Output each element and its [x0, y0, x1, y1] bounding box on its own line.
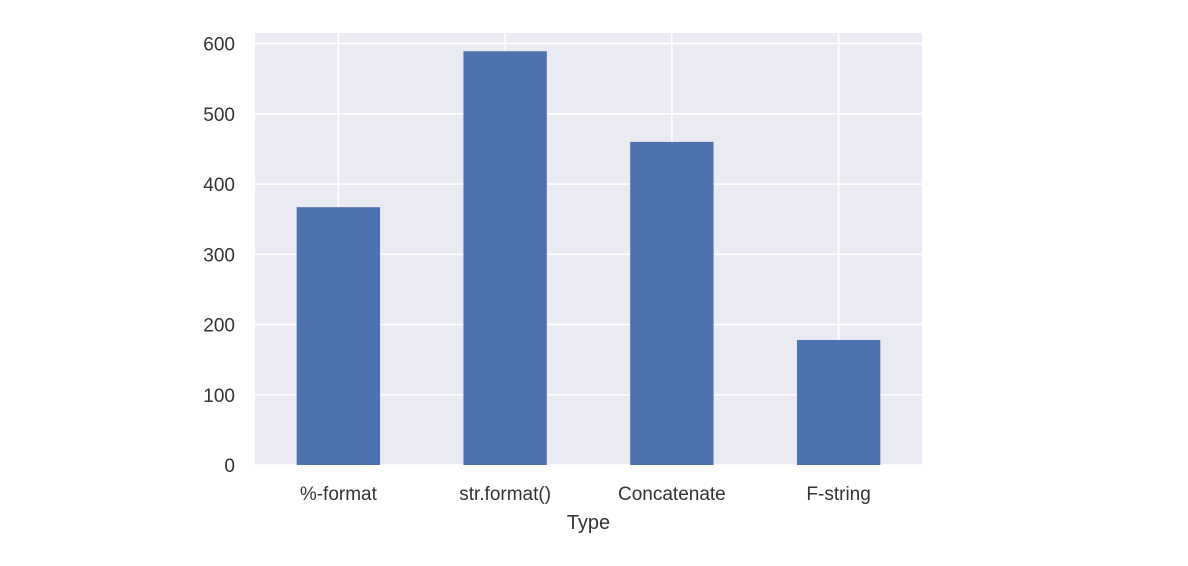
x-axis-ticks: %-format str.format() Concatenate F-string — [300, 484, 871, 505]
bar — [463, 51, 547, 465]
bars — [296, 51, 881, 465]
y-tick-label: 300 — [203, 245, 235, 266]
y-tick-label: 100 — [203, 386, 235, 407]
y-tick-label: 200 — [203, 316, 235, 337]
bar — [630, 141, 714, 465]
y-tick-label: 0 — [224, 456, 235, 477]
x-tick-label: Concatenate — [618, 484, 726, 505]
bar — [296, 207, 381, 465]
y-axis-ticks: 0 100 200 300 400 500 600 — [203, 35, 235, 477]
x-tick-label: %-format — [300, 484, 378, 505]
y-tick-label: 600 — [203, 35, 235, 56]
bar — [796, 339, 881, 465]
y-tick-label: 500 — [203, 105, 235, 126]
x-axis-label: Type — [567, 512, 610, 534]
x-tick-label: F-string — [806, 484, 870, 505]
x-tick-label: str.format() — [459, 484, 551, 505]
y-tick-label: 400 — [203, 175, 235, 196]
